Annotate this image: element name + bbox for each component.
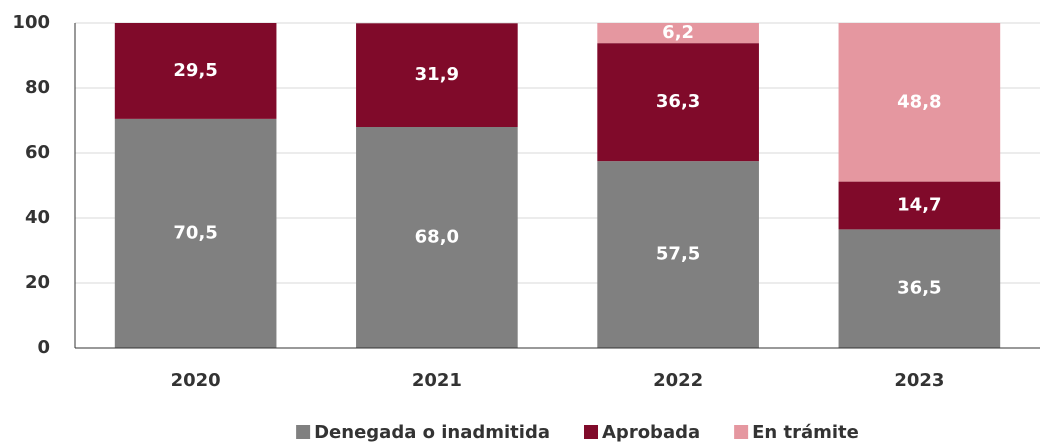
x-tick-label: 2020 bbox=[171, 370, 221, 391]
value-label: 70,5 bbox=[173, 222, 217, 243]
y-tick-label: 60 bbox=[25, 142, 50, 163]
legend-swatch bbox=[584, 425, 599, 439]
legend-label: Denegada o inadmitida bbox=[314, 422, 550, 443]
value-label: 36,5 bbox=[897, 278, 941, 299]
value-label: 68,0 bbox=[415, 227, 459, 248]
x-tick-label: 2021 bbox=[412, 370, 462, 391]
value-label: 6,2 bbox=[662, 22, 694, 43]
legend-label: Aprobada bbox=[602, 422, 700, 443]
legend-label: En trámite bbox=[752, 422, 859, 443]
bar-segment bbox=[356, 23, 518, 128]
value-label: 48,8 bbox=[897, 91, 941, 112]
bar-segment bbox=[838, 229, 1001, 348]
y-tick-label: 100 bbox=[12, 12, 50, 33]
bar-segment bbox=[597, 23, 759, 44]
value-label: 14,7 bbox=[897, 194, 941, 215]
value-label: 31,9 bbox=[415, 64, 459, 85]
bar-segment bbox=[114, 118, 277, 348]
bar-segment bbox=[356, 127, 518, 348]
y-tick-label: 40 bbox=[25, 207, 50, 228]
x-tick-label: 2023 bbox=[894, 370, 944, 391]
y-tick-label: 20 bbox=[25, 272, 50, 293]
y-tick-label: 80 bbox=[25, 77, 50, 98]
legend-swatch bbox=[734, 425, 749, 439]
x-tick-label: 2022 bbox=[653, 370, 703, 391]
bar-segment bbox=[838, 23, 1001, 182]
bar-segment bbox=[838, 181, 1001, 230]
value-label: 57,5 bbox=[656, 244, 700, 265]
value-label: 29,5 bbox=[173, 60, 217, 81]
bar-segment bbox=[597, 43, 759, 162]
bar-segment bbox=[114, 23, 277, 119]
y-tick-label: 0 bbox=[37, 337, 50, 358]
bar-segment bbox=[597, 161, 759, 348]
legend-swatch bbox=[296, 425, 311, 439]
value-label: 36,3 bbox=[656, 91, 700, 112]
